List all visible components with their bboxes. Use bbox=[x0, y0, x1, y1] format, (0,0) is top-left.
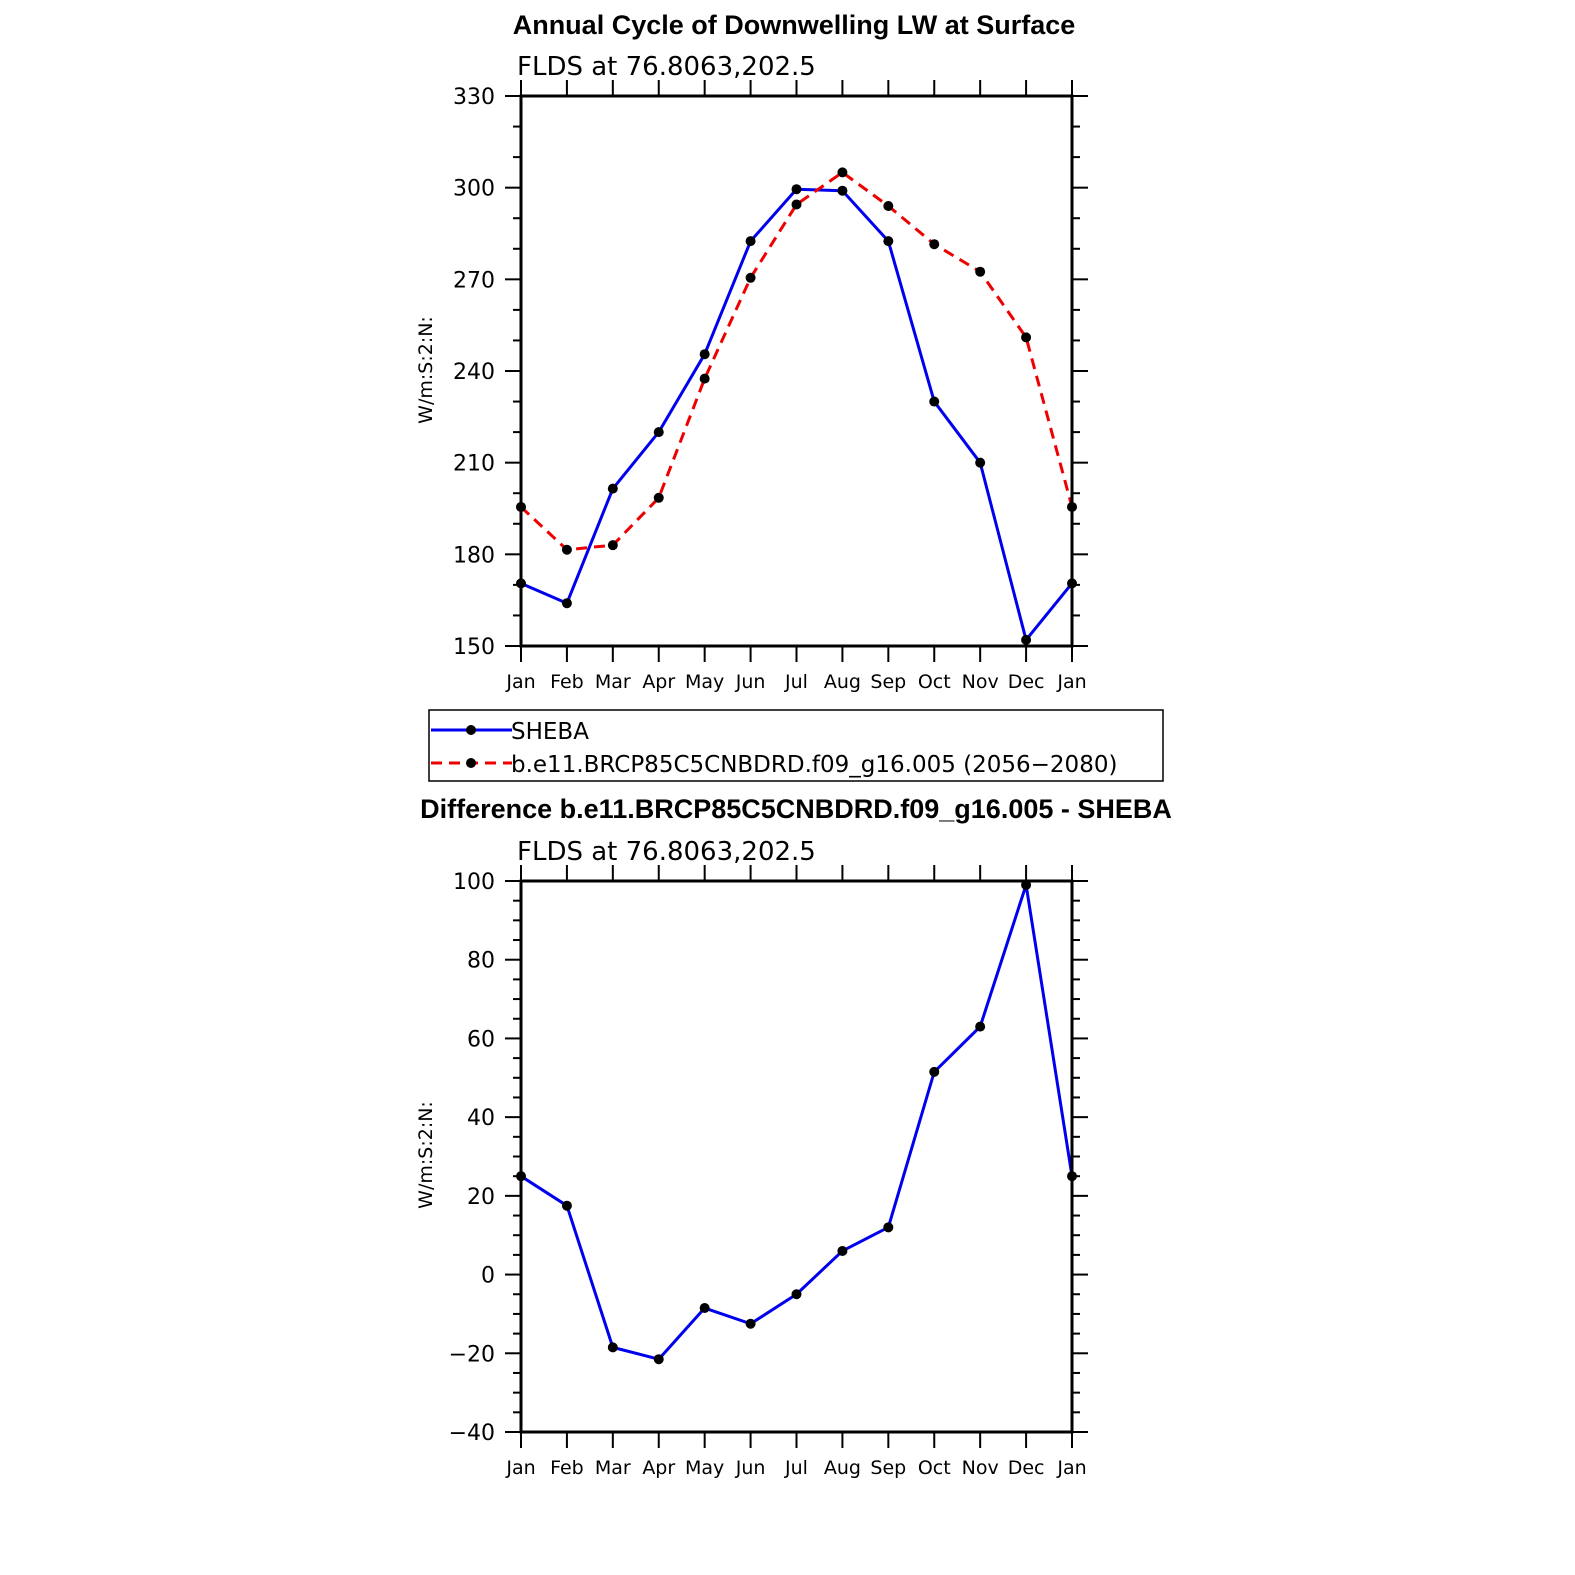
difference-series-line-0 bbox=[520, 883, 1074, 1361]
difference-y-tick-label: 100 bbox=[453, 870, 495, 895]
annual-cycle-y-axis-label: W/m:S:2:N: bbox=[415, 316, 437, 424]
annual-cycle-x-tick-label: Mar bbox=[595, 671, 631, 693]
annual-cycle-x-tick-label: Jul bbox=[784, 671, 808, 693]
annual-cycle-y-tick-label: 300 bbox=[453, 177, 495, 202]
annual-cycle-series-0-point bbox=[699, 349, 710, 360]
annual-cycle-series-1-point bbox=[883, 201, 894, 211]
difference-series-0-point bbox=[837, 1245, 848, 1256]
annual-cycle-y-tick-label: 180 bbox=[453, 543, 495, 568]
annual-cycle-x-tick-label: Apr bbox=[642, 671, 675, 693]
annual-cycle-series-1-point bbox=[1021, 332, 1032, 343]
annual-cycle-series-0-point bbox=[929, 396, 940, 407]
annual-cycle-series-1-point bbox=[975, 266, 986, 277]
difference-title: Difference b.e11.BRCP85C5CNBDRD.f09_g16.… bbox=[420, 794, 1172, 824]
difference-y-tick-label: 40 bbox=[467, 1106, 495, 1131]
difference-x-tick-label: Nov bbox=[962, 1457, 999, 1479]
difference-x-tick-label: Jun bbox=[735, 1457, 766, 1479]
legend: SHEBA b.e11.BRCP85C5CNBDRD.f09_g16.005 (… bbox=[428, 709, 1164, 782]
annual-cycle-series-0-point bbox=[653, 427, 664, 438]
difference-x-tick-label: Jul bbox=[784, 1457, 808, 1479]
difference-subtitle: FLDS at 76.8063,202.5 bbox=[517, 837, 816, 867]
legend-box bbox=[428, 709, 1164, 782]
difference-series-0-point bbox=[607, 1342, 618, 1353]
difference-x-tick-label: Aug bbox=[824, 1457, 861, 1479]
annual-cycle-x-tick-label: Feb bbox=[550, 671, 584, 693]
annual-cycle-series-1-point bbox=[929, 239, 940, 250]
difference-x-tick-label: Jan bbox=[505, 1457, 535, 1479]
annual-cycle-x-tick-label: Oct bbox=[918, 671, 951, 693]
difference-series-0-point bbox=[561, 1200, 572, 1211]
annual-cycle-y-tick-label: 270 bbox=[453, 268, 495, 293]
annual-cycle-panel: Annual Cycle of Downwelling LW at Surfac… bbox=[415, 10, 1088, 693]
annual-cycle-series-0-point bbox=[791, 184, 802, 195]
annual-cycle-x-tick-label: Dec bbox=[1008, 671, 1045, 693]
annual-cycle-series-0-point bbox=[883, 236, 894, 247]
difference-y-tick-label: 60 bbox=[467, 1027, 495, 1052]
annual-cycle-x-tick-label: Jun bbox=[735, 671, 766, 693]
difference-series-0-point bbox=[975, 1021, 986, 1032]
annual-cycle-y-tick-label: 240 bbox=[453, 360, 495, 385]
difference-x-tick-label: Mar bbox=[595, 1457, 631, 1479]
legend-marker-model bbox=[466, 758, 476, 768]
annual-cycle-series-1-point bbox=[653, 492, 664, 503]
annual-cycle-x-tick-label: Sep bbox=[870, 671, 906, 693]
difference-series-0-point bbox=[883, 1222, 894, 1233]
difference-y-tick-label: 80 bbox=[467, 949, 495, 974]
annual-cycle-series-1-point bbox=[561, 544, 572, 555]
annual-cycle-x-tick-label: May bbox=[685, 671, 724, 693]
annual-cycle-x-tick-label: Aug bbox=[824, 671, 861, 693]
annual-cycle-x-tick-label: Jan bbox=[505, 671, 535, 693]
difference-y-tick-label: −20 bbox=[449, 1342, 495, 1367]
difference-series-0-point bbox=[653, 1354, 664, 1365]
annual-cycle-series-0-point bbox=[745, 236, 756, 247]
difference-series-0-point bbox=[745, 1318, 756, 1329]
annual-cycle-y-tick-label: 330 bbox=[453, 85, 495, 110]
annual-cycle-plot-frame bbox=[519, 94, 1074, 648]
annual-cycle-series-line-0 bbox=[520, 187, 1074, 642]
difference-x-tick-label: Oct bbox=[918, 1457, 951, 1479]
annual-cycle-series-1-point bbox=[791, 199, 802, 210]
annual-cycle-y-tick-label: 210 bbox=[453, 452, 495, 477]
difference-series-0-point bbox=[929, 1066, 940, 1077]
difference-y-axis-label: W/m:S:2:N: bbox=[415, 1101, 437, 1209]
difference-x-tick-label: Feb bbox=[550, 1457, 584, 1479]
annual-cycle-series-1-point bbox=[699, 373, 710, 384]
annual-cycle-series-1-point bbox=[745, 272, 756, 283]
legend-marker-sheba bbox=[466, 725, 476, 735]
difference-x-tick-label: Apr bbox=[642, 1457, 675, 1479]
annual-cycle-series-0-point bbox=[607, 483, 618, 494]
annual-cycle-series-0-point bbox=[561, 598, 572, 609]
difference-series-0-point bbox=[791, 1289, 802, 1300]
annual-cycle-y-tick-label: 150 bbox=[453, 635, 495, 660]
difference-x-tick-label: Jan bbox=[1056, 1457, 1086, 1479]
difference-y-tick-label: 0 bbox=[481, 1264, 495, 1289]
annual-cycle-x-tick-label: Jan bbox=[1056, 671, 1086, 693]
annual-cycle-series-1-point bbox=[837, 167, 848, 178]
legend-label-sheba: SHEBA bbox=[511, 719, 589, 745]
difference-series-0-point bbox=[699, 1303, 710, 1314]
annual-cycle-subtitle: FLDS at 76.8063,202.5 bbox=[517, 52, 816, 82]
annual-cycle-series-0-point bbox=[1021, 634, 1032, 645]
difference-x-tick-label: Dec bbox=[1008, 1457, 1045, 1479]
difference-plot-frame bbox=[519, 879, 1074, 1434]
annual-cycle-series-0-point bbox=[975, 457, 986, 468]
difference-y-tick-label: 20 bbox=[467, 1185, 495, 1210]
annual-cycle-series-1-point bbox=[607, 540, 618, 551]
difference-y-tick-label: −40 bbox=[449, 1421, 495, 1446]
difference-x-tick-label: May bbox=[685, 1457, 724, 1479]
annual-cycle-x-tick-label: Nov bbox=[962, 671, 999, 693]
difference-panel: Difference b.e11.BRCP85C5CNBDRD.f09_g16.… bbox=[415, 794, 1172, 1479]
legend-label-model: b.e11.BRCP85C5CNBDRD.f09_g16.005 (2056−2… bbox=[511, 752, 1117, 778]
annual-cycle-title: Annual Cycle of Downwelling LW at Surfac… bbox=[513, 10, 1076, 40]
difference-x-tick-label: Sep bbox=[870, 1457, 906, 1479]
annual-cycle-series-0-point bbox=[837, 185, 848, 196]
